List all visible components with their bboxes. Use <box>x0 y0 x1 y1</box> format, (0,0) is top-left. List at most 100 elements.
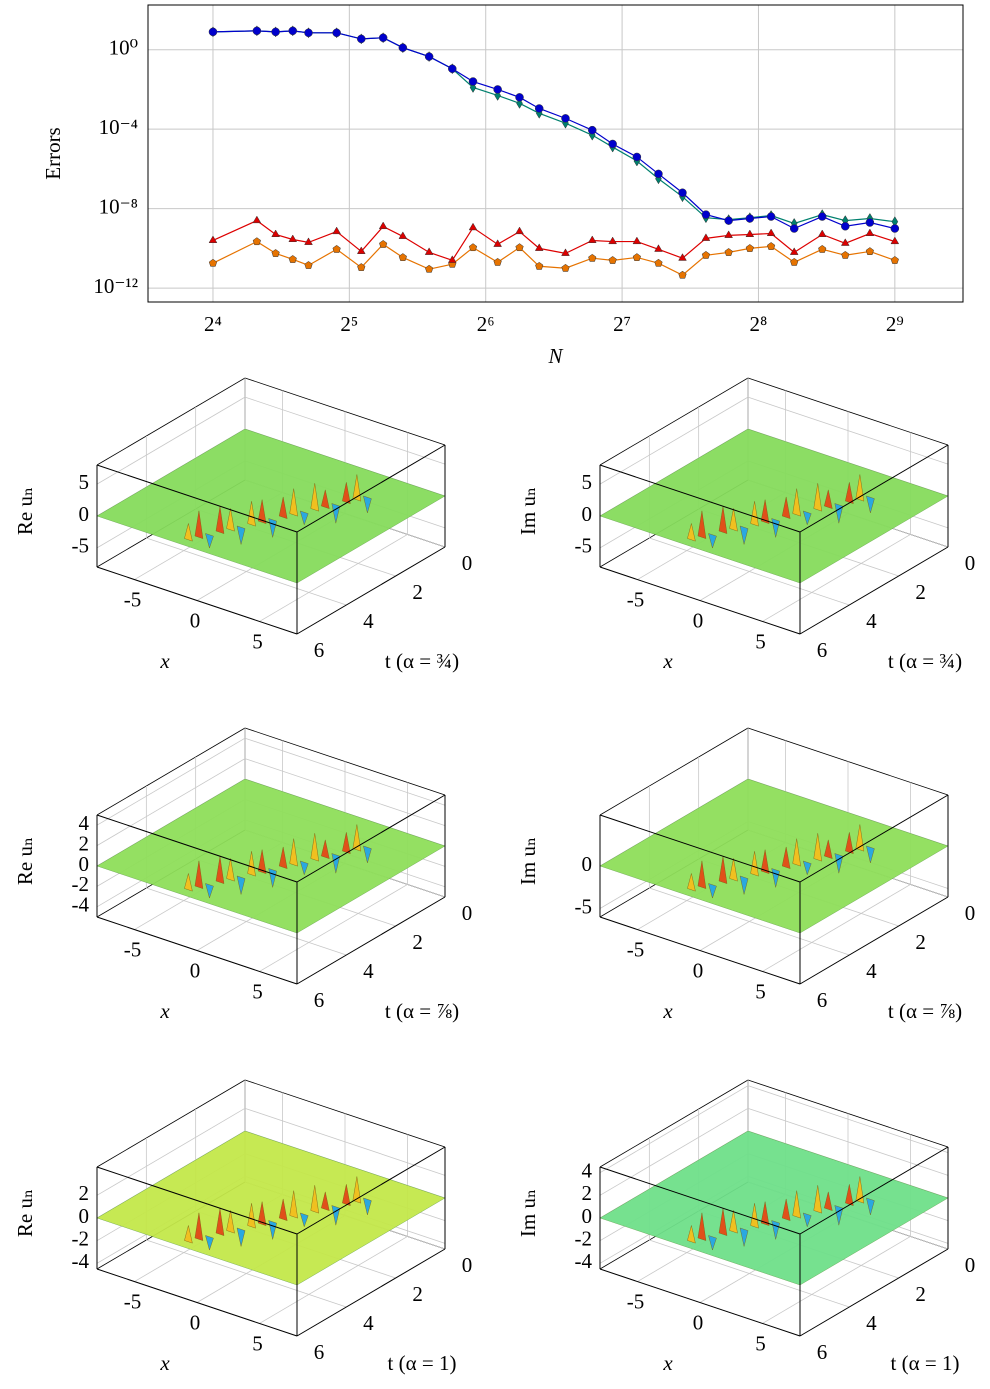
z-tick-label: 0 <box>79 502 90 526</box>
surface-ridge <box>226 1210 235 1234</box>
z-axis-title: Im uₙ <box>516 487 540 535</box>
marker <box>378 33 388 42</box>
marker <box>304 237 313 245</box>
marker <box>890 236 900 245</box>
y-tick-label: 0 <box>965 1253 976 1277</box>
marker <box>493 257 502 266</box>
surface-ridge <box>342 482 351 504</box>
surface-ridge <box>247 1203 256 1229</box>
marker <box>398 253 407 261</box>
marker <box>789 247 799 255</box>
marker <box>632 253 641 261</box>
marker <box>515 93 524 102</box>
marker <box>840 238 850 246</box>
surface-ridge <box>697 510 707 539</box>
box-edge <box>96 566 298 635</box>
surface-ridge <box>310 483 319 512</box>
marker <box>534 243 544 251</box>
surface-ridge <box>750 501 759 527</box>
surface <box>96 1130 446 1286</box>
marker <box>252 26 262 36</box>
surface-ridge <box>363 1197 372 1215</box>
surface-ridge <box>278 496 288 519</box>
z-tick-label: 5 <box>582 470 593 494</box>
surface-ridge <box>289 838 298 867</box>
marker <box>534 104 544 113</box>
z-tick-label: 0 <box>582 502 593 526</box>
surface-ridge <box>321 489 330 509</box>
box-edge <box>296 546 446 635</box>
marker <box>288 255 297 263</box>
surface-ridge <box>855 824 865 852</box>
y-tick-label: 4 <box>866 609 877 633</box>
marker <box>766 228 776 237</box>
box-edge <box>799 794 949 883</box>
surface-ridge <box>310 833 319 862</box>
y-tick-label: 2 <box>915 1282 926 1306</box>
marker <box>208 27 218 37</box>
surface-ridge <box>708 533 717 549</box>
series-line <box>212 219 896 262</box>
marker <box>890 224 900 233</box>
surface-ridge <box>257 849 267 874</box>
box-edge <box>296 896 446 985</box>
marker <box>608 236 617 245</box>
box-edge <box>599 814 801 883</box>
box-edge <box>799 546 949 635</box>
surface-ridge <box>299 1212 309 1228</box>
box-edge <box>599 727 749 816</box>
marker <box>865 228 875 237</box>
grid-line <box>649 887 850 956</box>
marker <box>588 253 597 262</box>
box-edge <box>296 444 446 533</box>
y-tick-label: 0 <box>462 1253 473 1277</box>
marker <box>356 246 366 254</box>
marker <box>357 263 366 271</box>
surface-ridge <box>215 506 225 534</box>
grid-line <box>259 884 408 972</box>
marker <box>608 139 617 149</box>
marker <box>841 221 850 231</box>
surface-ridge <box>289 488 298 517</box>
marker <box>745 214 755 223</box>
z-axis-title: Re uₙ <box>13 837 37 885</box>
box-edge <box>799 1146 949 1235</box>
marker <box>724 230 733 238</box>
z-tick-label: -4 <box>72 893 90 917</box>
z-tick-label: -4 <box>72 1249 90 1273</box>
box-edge <box>296 1248 446 1337</box>
series-line <box>212 30 895 225</box>
z-tick-label: 2 <box>79 831 90 855</box>
x-tick-label: 5 <box>755 979 766 1003</box>
y-tick-label: 6 <box>314 1340 325 1364</box>
marker <box>304 261 313 269</box>
y-tick-label: 0 <box>965 901 976 925</box>
marker <box>588 125 597 135</box>
surface-ridge <box>194 510 204 539</box>
surface-ridge <box>824 839 833 859</box>
marker <box>678 188 687 198</box>
marker <box>425 264 434 273</box>
marker <box>587 235 597 243</box>
y-tick-label: 10⁻⁸ <box>99 194 138 218</box>
x-axis-title: x <box>662 649 673 673</box>
marker <box>654 169 663 179</box>
surface-ridge <box>184 1225 193 1244</box>
series-line <box>212 240 896 276</box>
y-tick-label: 2 <box>412 930 423 954</box>
surface-ridge <box>257 499 267 524</box>
box-edge <box>599 1268 801 1337</box>
marker <box>632 236 642 245</box>
surface-ridge <box>299 860 309 876</box>
surface-ridge <box>866 495 875 513</box>
marker <box>208 258 218 267</box>
box-edge <box>96 1079 246 1168</box>
box-edge <box>599 1166 801 1235</box>
surface-ridge <box>215 856 225 884</box>
surface-ridge <box>278 846 288 869</box>
marker <box>745 229 755 237</box>
x-tick-label: 2⁸ <box>750 312 768 336</box>
x-axis-title: x <box>159 999 170 1023</box>
surface-ridge <box>194 860 204 889</box>
